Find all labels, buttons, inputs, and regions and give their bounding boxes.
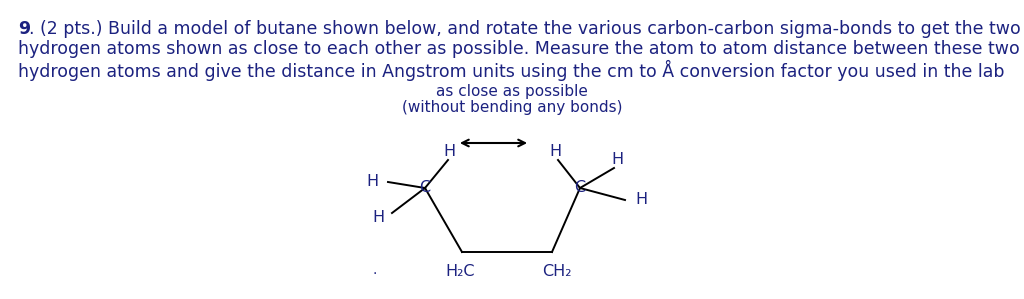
Text: hydrogen atoms and give the distance in Angstrom units using the cm to Å convers: hydrogen atoms and give the distance in … <box>18 60 1005 81</box>
Text: H: H <box>635 193 647 208</box>
Text: . (2 pts.) Build a model of butane shown below, and rotate the various carbon-ca: . (2 pts.) Build a model of butane shown… <box>29 20 1021 38</box>
Text: H: H <box>549 144 561 159</box>
Text: 9: 9 <box>18 20 30 38</box>
Text: H: H <box>366 175 378 190</box>
Text: H₂C: H₂C <box>445 265 475 280</box>
Text: H: H <box>372 210 384 225</box>
Text: H: H <box>443 144 455 159</box>
Text: .: . <box>373 263 377 277</box>
Text: H: H <box>611 152 623 167</box>
Text: hydrogen atoms shown as close to each other as possible. Measure the atom to ato: hydrogen atoms shown as close to each ot… <box>18 40 1020 58</box>
Text: CH₂: CH₂ <box>543 265 571 280</box>
Text: C: C <box>420 181 430 196</box>
Text: (without bending any bonds): (without bending any bonds) <box>401 100 623 115</box>
Text: as close as possible: as close as possible <box>436 84 588 99</box>
Text: C: C <box>574 181 586 196</box>
